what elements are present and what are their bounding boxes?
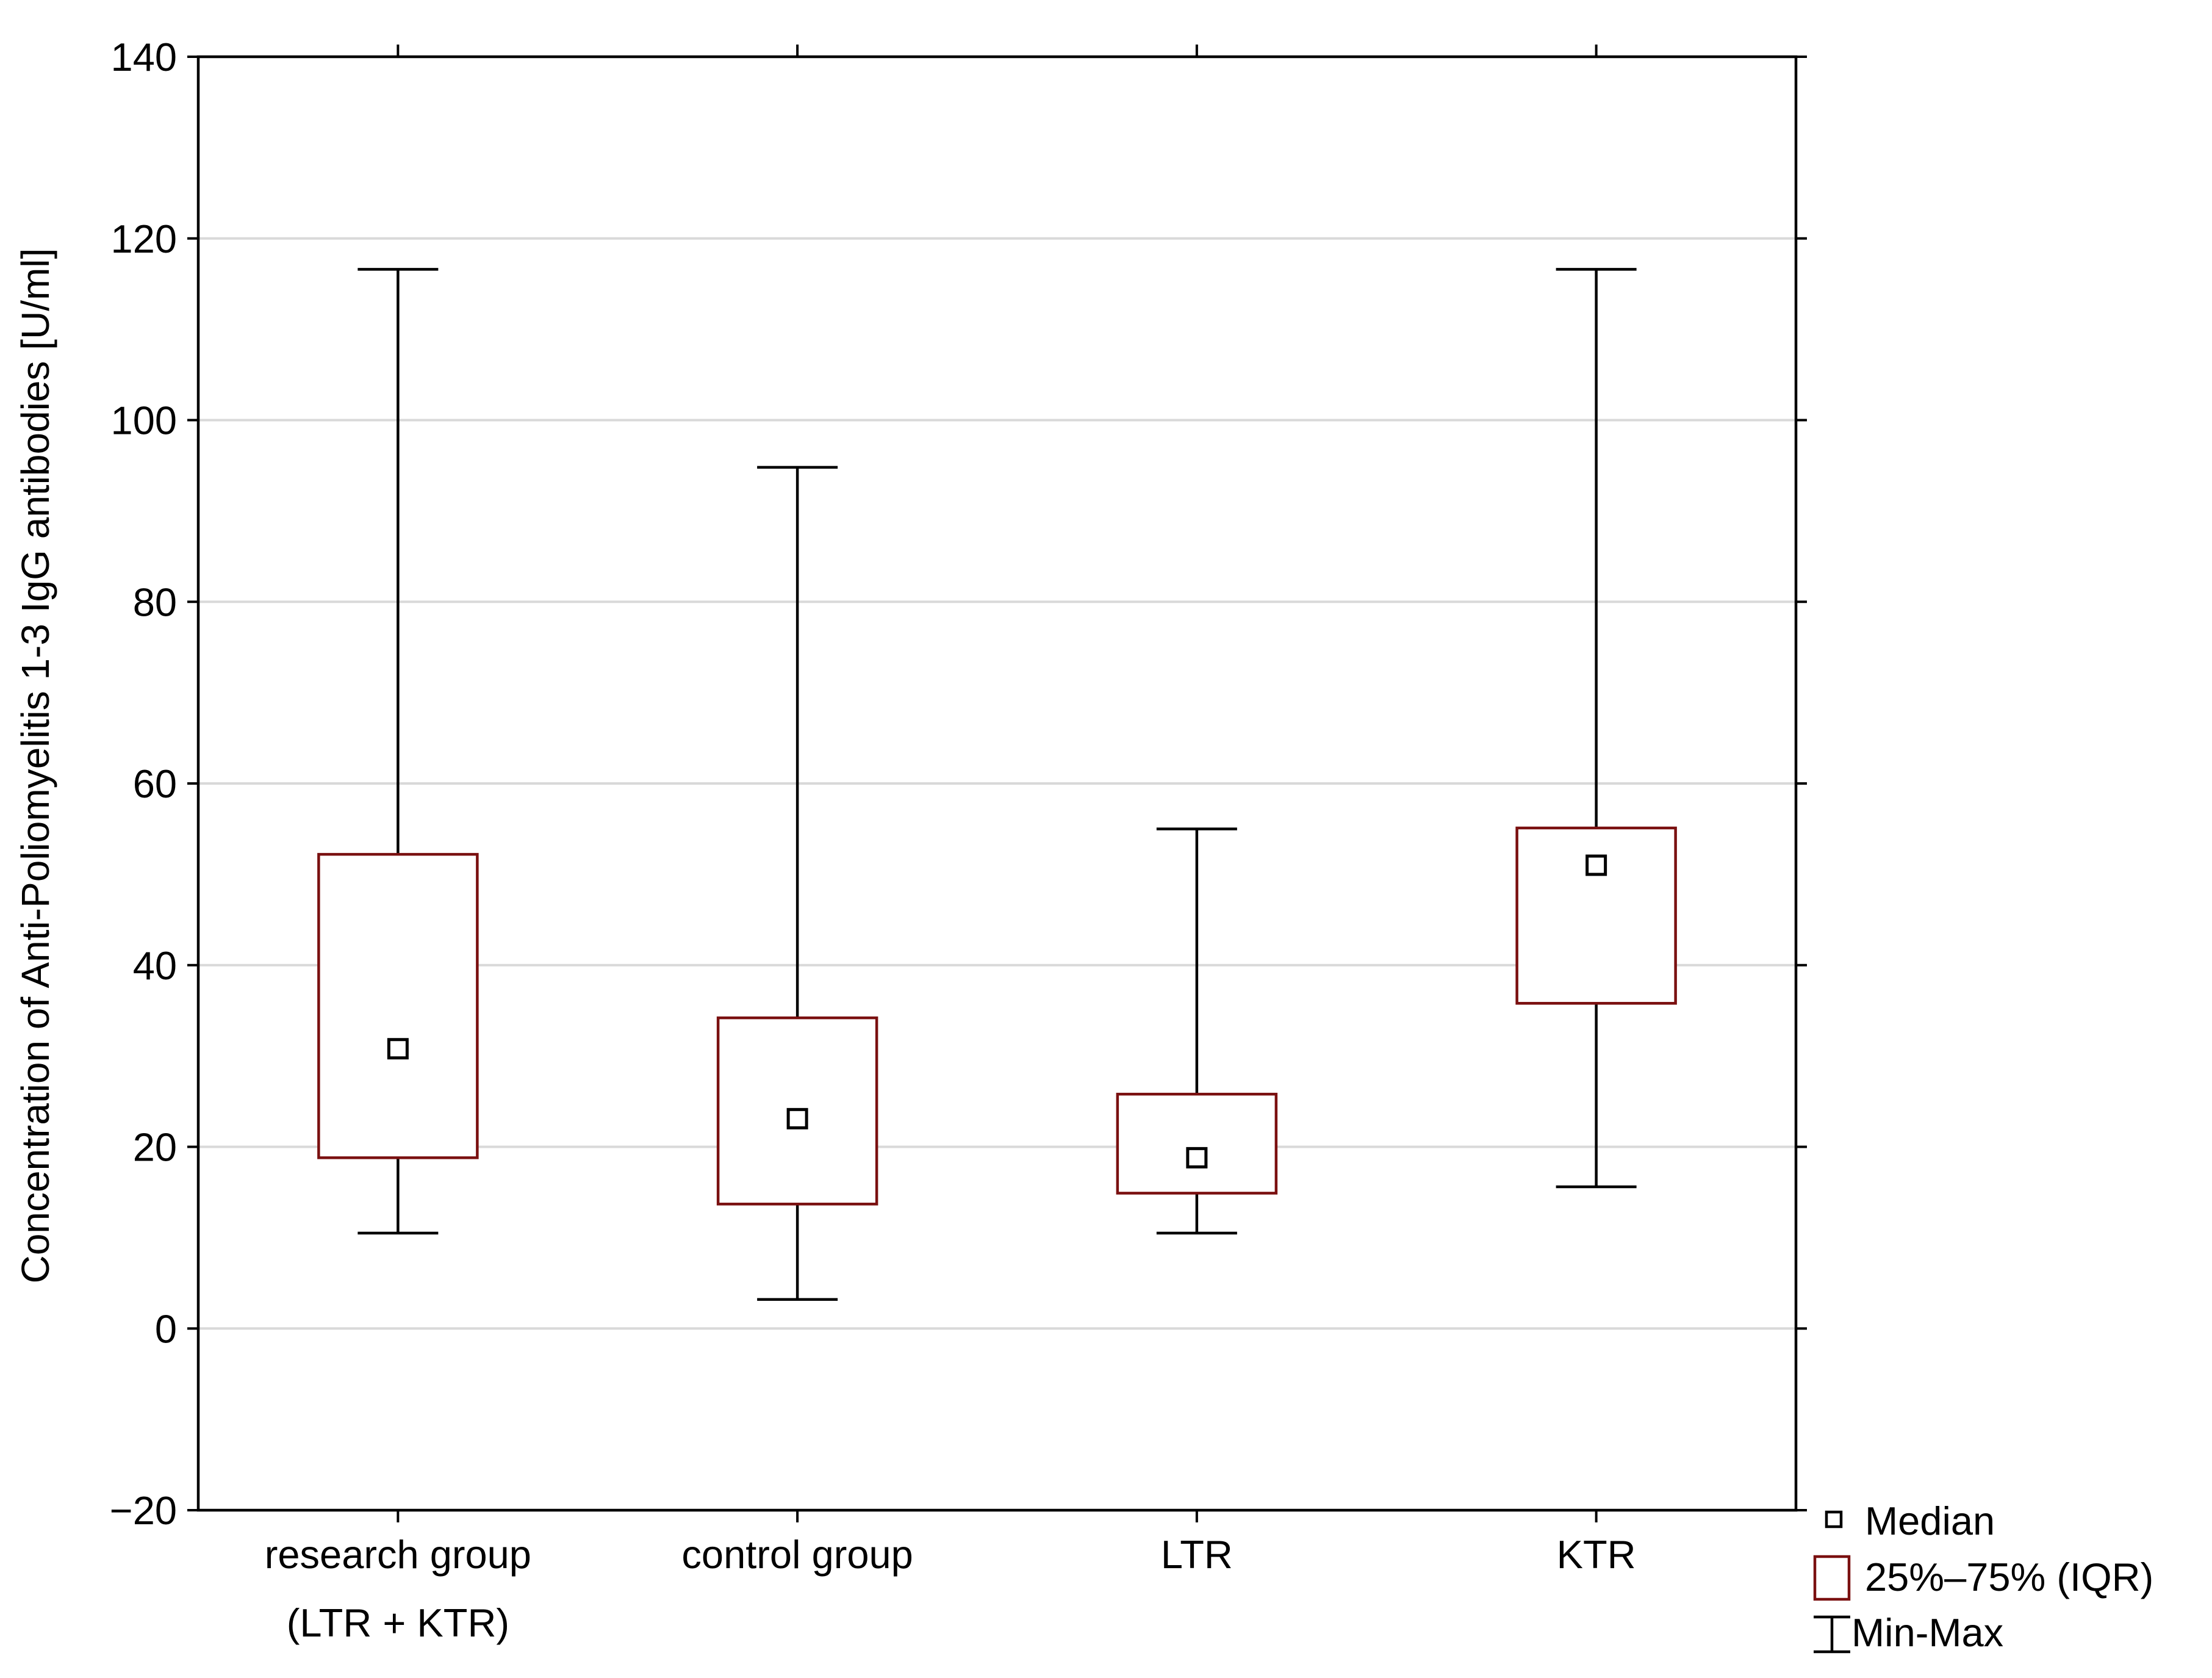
y-axis-label: Concentration of Anti-Poliomyelitis 1-3 … <box>13 248 57 1284</box>
legend-label-box: 25%–75% (IQR) <box>1865 1555 2153 1599</box>
legend-label-whisker: Min-Max <box>1851 1610 2003 1655</box>
legend: Median 25%–75% (IQR) Min-Max <box>1813 1499 2153 1655</box>
box-series <box>317 268 1677 1301</box>
median-marker <box>1585 854 1607 876</box>
x-tick-label-2-0: LTR <box>1161 1532 1233 1577</box>
iqr-box <box>317 852 479 1159</box>
y-tick-label-140: 140 <box>111 35 177 79</box>
legend-median-symbol <box>1825 1510 1843 1529</box>
median-marker <box>786 1107 808 1129</box>
box-group-3 <box>1515 268 1677 1189</box>
x-tick-label-3-0: KTR <box>1557 1532 1636 1577</box>
x-axis-ticks: research group (LTR + KTR) control group LT… <box>265 45 1636 1645</box>
y-tick-label-0: 0 <box>155 1306 177 1351</box>
x-tick-label-0-1: (LTR + KTR) <box>287 1601 509 1645</box>
legend-item-whisker: Min-Max <box>1814 1610 2003 1655</box>
box-group-2 <box>1116 827 1278 1235</box>
x-tick-label-0-0: research group <box>265 1532 531 1577</box>
box-group-1 <box>716 466 878 1301</box>
median-marker <box>387 1038 409 1060</box>
y-tick-label-20: 20 <box>133 1125 177 1170</box>
y-tick-label-60: 60 <box>133 762 177 806</box>
legend-box-symbol <box>1813 1555 1851 1601</box>
iqr-box <box>1515 826 1677 1005</box>
y-tick-label-80: 80 <box>133 580 177 624</box>
median-marker <box>1186 1147 1208 1168</box>
y-tick-label-100: 100 <box>111 398 177 443</box>
iqr-box <box>1116 1092 1278 1195</box>
y-tick-label-40: 40 <box>133 943 177 988</box>
legend-item-median: Median <box>1825 1499 1995 1543</box>
y-tick-label--20: −20 <box>110 1488 177 1533</box>
y-tick-label-120: 120 <box>111 217 177 261</box>
y-axis-ticks: −20 0 20 40 60 80 100 120 140 <box>110 35 1807 1533</box>
legend-label-median: Median <box>1865 1499 1995 1543</box>
legend-item-box: 25%–75% (IQR) <box>1813 1555 2153 1601</box>
box-group-0 <box>317 268 479 1235</box>
x-tick-label-1-0: control group <box>681 1532 913 1577</box>
